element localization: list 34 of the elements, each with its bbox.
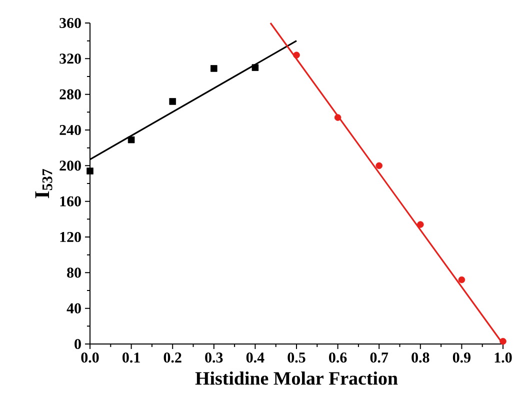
point bbox=[128, 136, 135, 144]
x-tick-label: 0.2 bbox=[164, 352, 182, 363]
x-tick-label: 0.3 bbox=[205, 352, 223, 363]
x-tick-label: 0.1 bbox=[122, 352, 140, 363]
y-tick-label: 320 bbox=[60, 54, 81, 64]
y-tick-label: 80 bbox=[67, 268, 81, 278]
x-tick-label: 0.4 bbox=[246, 352, 264, 363]
x-tick-label: 0.6 bbox=[329, 352, 347, 363]
y-tick-label: 160 bbox=[60, 196, 81, 206]
x-tick-label: 0.8 bbox=[412, 352, 430, 363]
point bbox=[169, 98, 176, 105]
y-tick-label: 0 bbox=[74, 338, 81, 350]
point bbox=[86, 168, 94, 174]
point bbox=[252, 64, 259, 71]
point bbox=[334, 114, 342, 121]
y-tick-label: 40 bbox=[66, 303, 81, 314]
x-tick-label: 1.0 bbox=[494, 352, 512, 363]
x-tick-label: 0.0 bbox=[81, 352, 99, 363]
y-tick-label: 240 bbox=[60, 124, 81, 136]
x-tick-label: 0.9 bbox=[452, 352, 470, 363]
point bbox=[376, 162, 382, 170]
point bbox=[210, 65, 218, 72]
point bbox=[500, 338, 506, 345]
y-tick-label: 200 bbox=[60, 160, 81, 171]
point bbox=[417, 221, 424, 228]
y-tick-label: 280 bbox=[60, 89, 81, 100]
y-axis-title: I$_{537}$ bbox=[35, 169, 52, 198]
y-tick-label: 120 bbox=[60, 232, 81, 242]
point bbox=[458, 276, 466, 284]
x-tick-label: 0.7 bbox=[370, 352, 388, 363]
point bbox=[293, 52, 300, 58]
y-tick-label: 360 bbox=[60, 18, 81, 28]
x-axis-title: Histidine Molar Fraction bbox=[195, 371, 398, 385]
x-tick-label: 0.5 bbox=[288, 352, 306, 363]
